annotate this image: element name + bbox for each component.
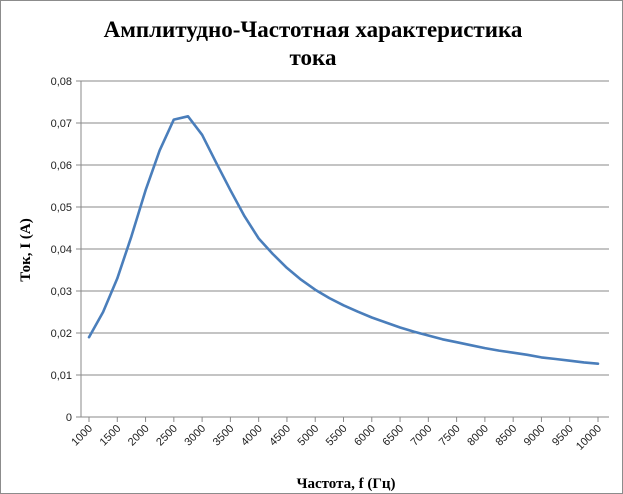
data-point	[300, 279, 302, 281]
x-tick-label: 7000	[409, 423, 435, 449]
y-tick-label: 0,03	[51, 286, 72, 298]
data-point	[399, 327, 401, 329]
data-point	[258, 238, 260, 239]
axes	[76, 80, 609, 422]
data-point	[173, 119, 175, 121]
data-point	[357, 311, 359, 313]
data-point	[102, 311, 104, 313]
x-tick-label: 4000	[239, 423, 265, 449]
data-point	[470, 344, 472, 346]
data-point	[484, 347, 486, 349]
x-tick-label: 5500	[324, 423, 350, 449]
x-tick-label: 3000	[182, 423, 208, 449]
data-point	[498, 350, 500, 352]
data-point	[88, 336, 90, 338]
x-tick-label: 1000	[69, 423, 95, 449]
chart-title-line-1: Амплитудно-Частотная характеристика	[104, 17, 523, 42]
data-point	[286, 267, 288, 269]
data-point	[413, 331, 415, 333]
y-tick-label: 0,01	[51, 370, 72, 382]
data-point	[314, 289, 316, 291]
series-line	[87, 115, 600, 366]
y-tick-label: 0,07	[51, 118, 72, 130]
data-point	[244, 215, 246, 217]
x-tick-label: 8500	[493, 423, 519, 449]
data-point	[145, 189, 147, 191]
x-tick-label: 3500	[211, 423, 237, 449]
data-point	[201, 134, 203, 136]
data-point	[555, 358, 557, 360]
data-point	[441, 338, 443, 340]
data-point	[187, 115, 189, 117]
y-axis-title: Ток, I (А)	[18, 218, 34, 281]
x-tick-label: 8000	[465, 423, 491, 449]
data-point	[583, 361, 585, 363]
data-point	[569, 360, 571, 362]
data-point	[427, 335, 429, 337]
x-tick-labels: 1000 1500 2000 2500 3000 3500 4000 4500 5000 5500…	[69, 423, 604, 453]
x-axis-title: Частота, f (Гц)	[296, 476, 395, 492]
x-tick-label: 2000	[126, 423, 152, 449]
x-tick-label: 4500	[267, 423, 293, 449]
y-tick-label: 0,02	[51, 328, 72, 340]
y-tick-label: 0,08	[51, 76, 72, 88]
data-point	[159, 149, 161, 151]
x-tick-label: 7500	[437, 423, 463, 449]
x-tick-label: 2500	[154, 423, 180, 449]
x-tick-label: 6500	[380, 423, 406, 449]
data-point	[215, 162, 217, 164]
y-tick-labels: 0 0,01 0,02 0,03 0,04 0,05 0,06 0,07 0,08	[51, 76, 72, 424]
data-point	[343, 304, 344, 306]
x-tick-label: 9500	[550, 423, 576, 449]
y-tick-label: 0,05	[51, 202, 72, 214]
data-point	[456, 341, 458, 343]
x-tick-label: 9000	[522, 423, 548, 449]
data-point	[229, 189, 231, 191]
data-point	[526, 354, 528, 356]
y-tick-label: 0,04	[51, 244, 72, 256]
gridlines	[81, 80, 609, 376]
data-point	[597, 363, 599, 365]
data-point	[540, 356, 542, 358]
data-point	[371, 316, 373, 318]
x-tick-label: 1500	[98, 423, 124, 449]
data-point	[116, 277, 118, 279]
y-tick-label: 0,06	[51, 160, 72, 172]
data-point	[385, 322, 387, 323]
x-tick-label: 6000	[352, 423, 378, 449]
data-point	[272, 253, 274, 255]
series-layer	[87, 115, 600, 366]
chart-title-line-2: тока	[290, 45, 337, 70]
data-point	[512, 352, 514, 354]
y-tick-label: 0	[66, 412, 72, 424]
x-tick-label: 5000	[296, 423, 322, 449]
data-point	[328, 297, 330, 299]
data-point	[130, 235, 132, 237]
x-tick-label: 10000	[574, 423, 604, 453]
